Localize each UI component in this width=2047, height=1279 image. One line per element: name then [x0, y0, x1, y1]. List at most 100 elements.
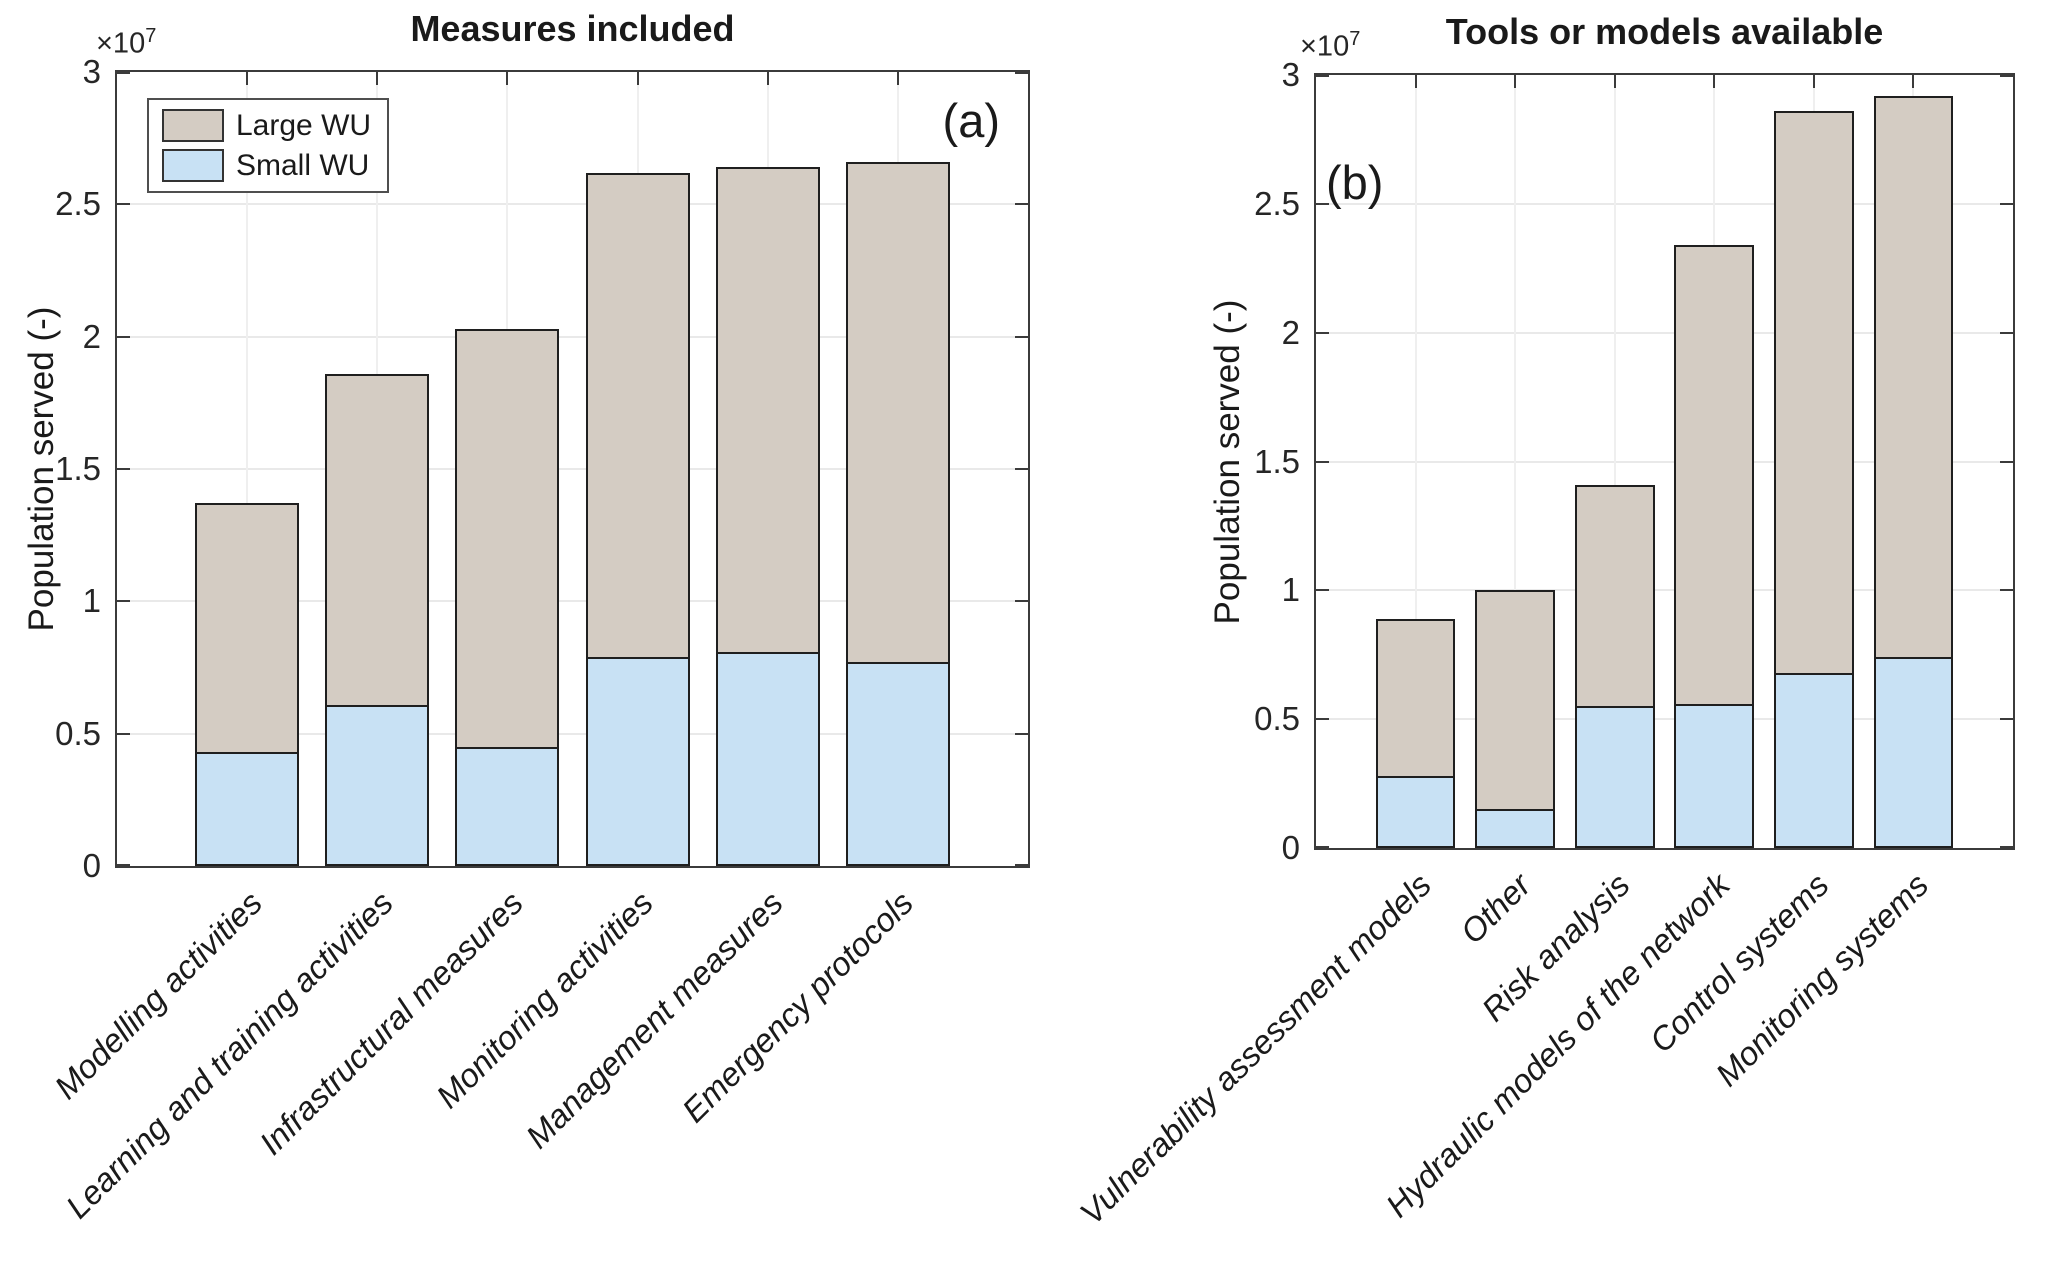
- y-gridline: [1316, 718, 2013, 721]
- x-tick-mark: [766, 72, 769, 85]
- y-tick-mark: [1316, 846, 1329, 848]
- y-tick-mark: [1015, 864, 1028, 866]
- bar-small-wu: [455, 746, 560, 866]
- x-tick-mark: [1613, 75, 1616, 88]
- y-tick-mark: [1316, 589, 1329, 592]
- y-tick-label: 0.5: [1254, 700, 1300, 738]
- y-tick-label: 1: [82, 582, 101, 620]
- y-tick-mark: [117, 468, 130, 470]
- x-gridline: [246, 72, 249, 866]
- chart-a-plot-area: [115, 70, 1030, 868]
- chart-a-y-exponent: ×107: [96, 25, 156, 61]
- legend: Large WU Small WU: [147, 98, 390, 193]
- x-tick-mark: [1713, 75, 1716, 88]
- bar-small-wu: [1475, 809, 1555, 848]
- x-tick-label: Other: [1452, 866, 1538, 951]
- y-tick-mark: [1015, 72, 1028, 74]
- y-tick-label: 1.5: [55, 450, 101, 487]
- x-tick-mark: [376, 72, 379, 85]
- chart-b-title: Tools or models available: [1445, 11, 1884, 52]
- y-tick-mark: [2000, 718, 2013, 721]
- bar-small-wu: [715, 651, 820, 866]
- exponent-base: ×10: [1300, 30, 1350, 63]
- x-gridline: [1613, 75, 1616, 848]
- chart-a-panel-label: (a): [942, 94, 1000, 147]
- legend-label-large-wu: Large WU: [236, 109, 372, 142]
- chart-b-panel-label: (b): [1326, 156, 1384, 209]
- y-tick-mark: [1316, 460, 1329, 463]
- exponent-base: ×10: [96, 27, 146, 60]
- chart-a-title: Measures included: [410, 8, 735, 49]
- y-tick-label: 1: [1281, 571, 1300, 609]
- y-tick-mark: [117, 732, 130, 735]
- bar-small-wu: [845, 662, 950, 866]
- x-tick-label: Management measures: [518, 884, 790, 1156]
- y-gridline: [117, 600, 1028, 603]
- x-tick-label: Monitoring activities: [428, 884, 660, 1116]
- x-tick-mark: [1812, 75, 1815, 88]
- y-tick-mark: [117, 600, 130, 603]
- y-tick-label: 2: [82, 317, 101, 355]
- y-tick-label: 2.5: [1254, 184, 1300, 222]
- y-tick-label: 0: [82, 847, 101, 884]
- exponent-power: 7: [1349, 28, 1361, 50]
- y-tick-label: 2: [1281, 313, 1300, 351]
- y-gridline: [117, 468, 1028, 470]
- y-tick-mark: [2000, 460, 2013, 463]
- bar-small-wu: [325, 704, 430, 866]
- y-gridline: [1316, 331, 2013, 334]
- legend-swatch-large-wu: [162, 109, 224, 142]
- bar-small-wu: [1774, 672, 1854, 848]
- x-tick-mark: [1414, 75, 1417, 88]
- y-tick-mark: [2000, 846, 2013, 848]
- legend-item-small-wu: Small WU: [162, 149, 371, 182]
- y-tick-mark: [117, 72, 130, 74]
- bar-large-wu: [1475, 590, 1555, 848]
- y-tick-mark: [1015, 468, 1028, 470]
- exponent-power: 7: [145, 25, 157, 47]
- x-tick-mark: [506, 72, 509, 85]
- bar-small-wu: [1375, 775, 1456, 848]
- x-tick-mark: [246, 72, 249, 85]
- bar-small-wu: [195, 752, 300, 866]
- y-tick-mark: [117, 864, 130, 866]
- y-tick-mark: [1316, 331, 1329, 334]
- y-gridline: [117, 203, 1028, 206]
- bar-small-wu: [1674, 703, 1755, 848]
- y-tick-mark: [117, 335, 130, 338]
- x-tick-label: Control systems: [1642, 866, 1837, 1060]
- y-tick-label: 3: [1281, 56, 1300, 93]
- y-tick-label: 2.5: [55, 185, 101, 223]
- y-tick-label: 0: [1281, 829, 1300, 866]
- y-tick-mark: [117, 203, 130, 206]
- legend-label-small-wu: Small WU: [236, 149, 370, 182]
- chart-b-y-exponent: ×107: [1300, 28, 1360, 64]
- y-gridline: [1316, 460, 2013, 463]
- y-tick-mark: [1015, 335, 1028, 338]
- x-gridline: [1414, 75, 1417, 848]
- bar-small-wu: [1873, 657, 1954, 848]
- y-tick-mark: [2000, 589, 2013, 592]
- y-tick-mark: [2000, 202, 2013, 205]
- y-tick-mark: [1316, 75, 1329, 77]
- y-tick-label: 3: [82, 53, 101, 90]
- y-tick-label: 0.5: [55, 714, 101, 752]
- x-tick-label: Vulnerability assessment models: [1072, 866, 1438, 1232]
- x-tick-mark: [896, 72, 899, 85]
- x-tick-mark: [1514, 75, 1517, 88]
- y-gridline: [1316, 589, 2013, 592]
- y-tick-mark: [1316, 202, 1329, 205]
- y-tick-label: 1.5: [1254, 442, 1300, 480]
- y-tick-mark: [2000, 331, 2013, 334]
- x-tick-label: Infrastructural measures: [251, 884, 530, 1162]
- bar-small-wu: [1574, 706, 1655, 848]
- y-tick-mark: [1015, 203, 1028, 206]
- y-tick-mark: [1015, 600, 1028, 603]
- x-tick-label: Emergency protocols: [674, 884, 921, 1130]
- y-gridline: [117, 732, 1028, 735]
- y-tick-mark: [2000, 75, 2013, 77]
- y-gridline: [117, 335, 1028, 338]
- y-tick-mark: [1316, 718, 1329, 721]
- legend-item-large-wu: Large WU: [162, 109, 371, 142]
